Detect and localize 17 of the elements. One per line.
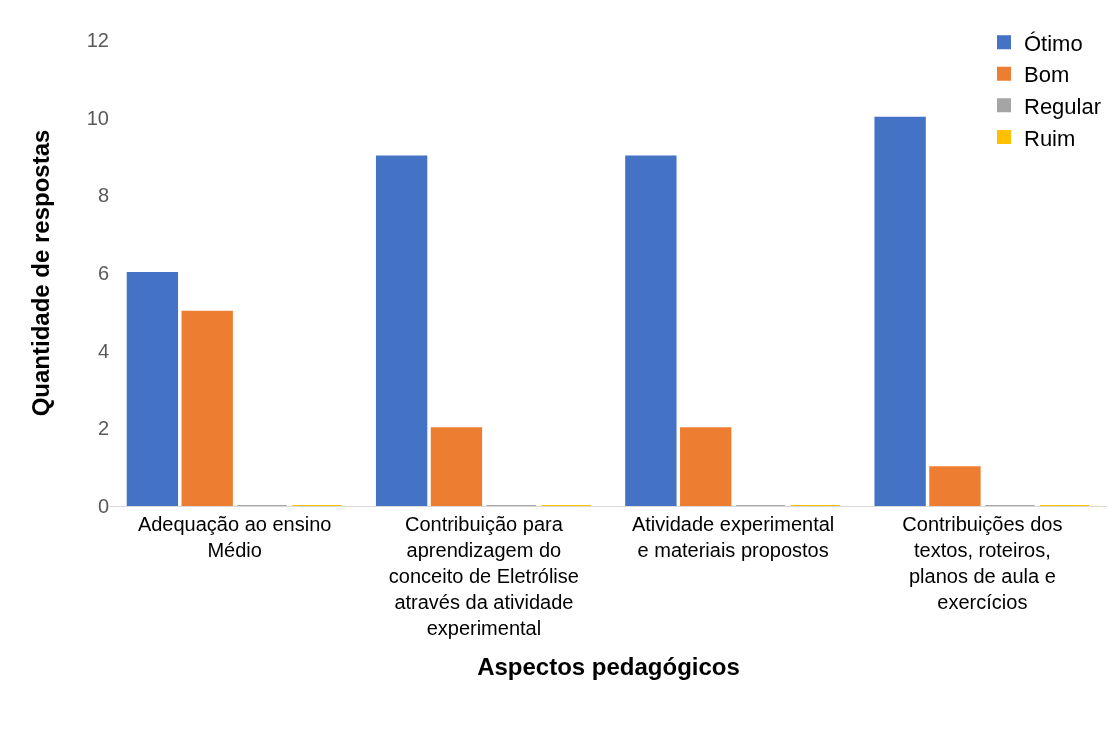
x-axis-title: Aspectos pedagógicos [477, 653, 740, 681]
y-tick-label: 4 [97, 339, 109, 362]
y-tick-label: 12 [86, 29, 109, 51]
y-tick-label: 0 [97, 495, 109, 517]
y-axis-title: Quantidade de respostas [26, 129, 54, 417]
y-tick-label: 10 [86, 106, 109, 129]
legend-label: Regular [1024, 93, 1102, 119]
legend-label: Ótimo [1024, 30, 1083, 56]
legend-label: Ruim [1024, 125, 1076, 151]
y-tick-label: 6 [97, 262, 109, 284]
x-tick-label: Contribuições dos textos, roteiros, planos de aula e exercícios [902, 513, 1063, 613]
x-tick-label: Adequação ao ensino Médio [137, 513, 332, 561]
y-tick-label: 2 [97, 417, 109, 440]
y-tick-label: 8 [97, 184, 109, 207]
x-tick-label: Atividade experimental e materiais propostos [631, 513, 835, 561]
x-tick-label: Contribuição para aprendizagem do conceito de Eletrólise através da atividade experimental [388, 513, 579, 639]
legend-label: Bom [1024, 62, 1070, 88]
